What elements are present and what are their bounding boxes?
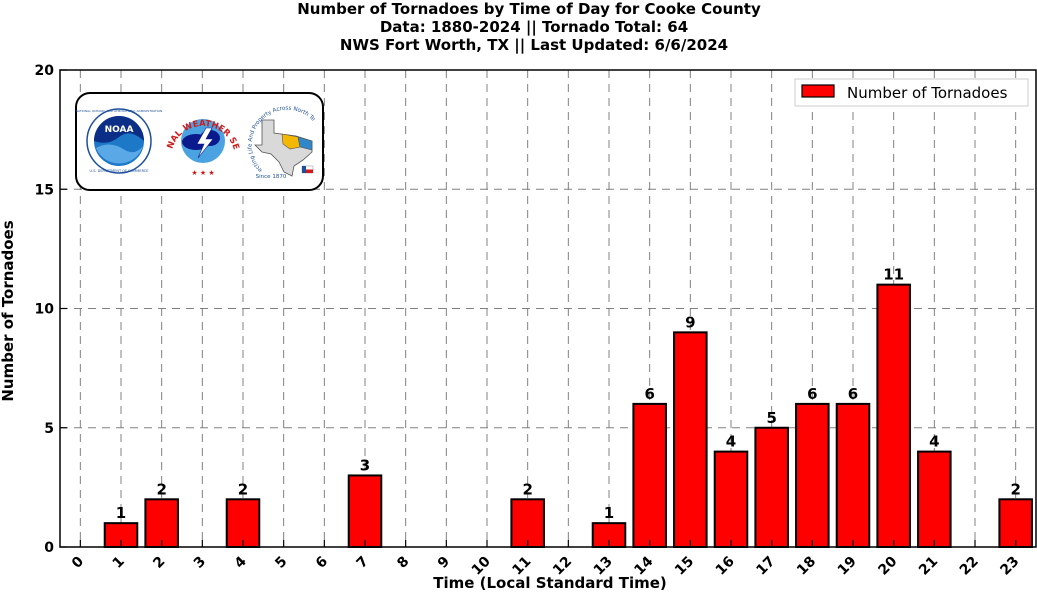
bar-data-label: 9 [685, 313, 695, 331]
bar-data-label: 1 [116, 504, 126, 522]
bar [225, 498, 261, 548]
legend-label: Number of Tornadoes [847, 84, 1008, 102]
x-tick-label: 15 [672, 554, 697, 579]
bar-data-label: 2 [522, 480, 532, 498]
texas-flag-red [306, 169, 313, 173]
noaa-dept-text: U.S. DEPARTMENT OF COMMERCE [90, 169, 149, 173]
legend: Number of Tornadoes [794, 78, 1029, 107]
x-tick-label: 20 [875, 553, 900, 578]
x-tick-label: 22 [957, 554, 982, 579]
plot-frame [59, 69, 1037, 548]
bar [144, 498, 179, 548]
bar-data-label: 2 [1010, 480, 1020, 498]
x-tick-label: 7 [354, 554, 372, 572]
x-tick-label: 16 [713, 554, 738, 579]
chart-title-line-2: Data: 1880-2024 || Tornado Total: 64 [380, 18, 688, 37]
bar [673, 331, 708, 548]
bar-data-label: 2 [156, 480, 166, 498]
bar-data-label: 1 [604, 504, 614, 522]
x-tick-label: 23 [997, 554, 1022, 579]
nws-star-row: ★ ★ ★ [191, 169, 214, 177]
bar [347, 474, 383, 549]
x-tick-label: 17 [753, 554, 778, 579]
bar [632, 402, 667, 548]
x-tick-label: 4 [232, 553, 250, 571]
bar [754, 426, 789, 548]
bar [795, 402, 830, 548]
bar-data-label: 3 [360, 456, 370, 474]
bar [917, 450, 952, 549]
chart-title-line-3: NWS Fort Worth, TX || Last Updated: 6/6/… [340, 36, 728, 55]
chart-title-line-1: Number of Tornadoes by Time of Day for C… [297, 0, 761, 18]
bar-layer [103, 283, 1033, 549]
x-tick-label: 6 [313, 554, 331, 572]
noaa-ring-text: NATIONAL OCEANIC AND ATMOSPHERIC ADMINIS… [76, 109, 163, 113]
x-tick-label: 0 [69, 553, 87, 571]
bar [713, 450, 749, 549]
x-tick-label: 9 [435, 554, 453, 572]
x-tick-label: 2 [150, 554, 168, 572]
data-label-layer: 1 2 2 3 2 1 6 9 4 5 6 6 11 4 2 [116, 266, 1021, 523]
x-tick-label: 19 [835, 554, 860, 579]
x-axis-label: Time (Local Standard Time) [433, 574, 667, 592]
bar-data-label: 4 [929, 433, 939, 451]
y-tick-label: 0 [44, 540, 54, 556]
texas-since-text: Since 1870 [256, 174, 287, 180]
y-tick-label: 15 [35, 182, 54, 198]
bar-data-label: 6 [644, 385, 654, 403]
y-axis-label: Number of Tornadoes [0, 220, 17, 401]
legend-swatch [801, 84, 835, 98]
bar [998, 498, 1033, 548]
y-tick-label: 10 [35, 302, 55, 318]
y-tick-label: 5 [44, 421, 54, 437]
noaa-logo-text: NOAA [105, 125, 134, 135]
x-tick-label: 21 [916, 554, 941, 579]
noaa-logo: NOAA NATIONAL OCEANIC AND ATMOSPHERIC AD… [76, 108, 163, 174]
bar [876, 283, 911, 548]
bar-data-label: 2 [238, 480, 248, 498]
x-tick-label: 3 [191, 554, 209, 572]
east-texas-region [297, 136, 313, 151]
bar-data-label: 6 [848, 385, 858, 403]
bar [510, 498, 545, 548]
x-tick-label: 5 [272, 554, 290, 572]
x-tick-label: 8 [394, 554, 412, 572]
bar-data-label: 11 [883, 266, 904, 284]
north-texas-region [281, 133, 301, 150]
logo-panel: NOAA NATIONAL OCEANIC AND ATMOSPHERIC AD… [0, 0, 324, 191]
bar-data-label: 4 [726, 433, 736, 451]
bar [835, 402, 871, 548]
x-tick-label: 1 [110, 554, 128, 572]
x-tick-label: 18 [794, 554, 819, 579]
bar-data-label: 5 [766, 409, 776, 427]
y-tick-label: 20 [35, 63, 55, 79]
bar-data-label: 6 [807, 385, 817, 403]
texas-flag-blue [302, 166, 306, 173]
